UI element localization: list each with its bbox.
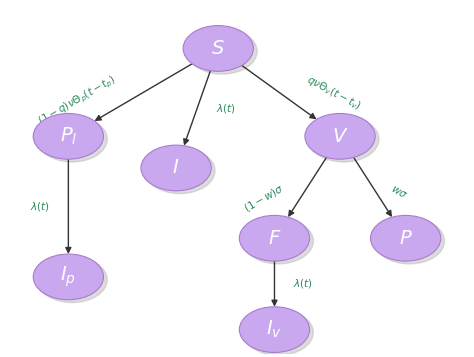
Text: $w\sigma$: $w\sigma$ (389, 183, 409, 200)
Ellipse shape (33, 114, 103, 159)
Ellipse shape (183, 26, 254, 71)
Ellipse shape (374, 218, 445, 264)
Ellipse shape (309, 116, 379, 162)
Ellipse shape (239, 307, 310, 352)
Text: $(1-q)\nu\Theta_p(t-t_p)$: $(1-q)\nu\Theta_p(t-t_p)$ (36, 72, 119, 129)
Ellipse shape (305, 114, 375, 159)
Ellipse shape (145, 148, 215, 193)
Text: $\lambda(t)$: $\lambda(t)$ (216, 102, 236, 115)
Text: $\lambda(t)$: $\lambda(t)$ (30, 200, 50, 213)
Text: $V$: $V$ (332, 127, 348, 146)
Text: $q\nu\Theta_v(t-t_v)$: $q\nu\Theta_v(t-t_v)$ (304, 72, 364, 112)
Text: $P$: $P$ (399, 229, 412, 248)
Ellipse shape (187, 29, 257, 74)
Ellipse shape (141, 145, 211, 191)
Ellipse shape (37, 257, 107, 303)
Text: $P_l$: $P_l$ (60, 126, 77, 147)
Ellipse shape (243, 218, 313, 264)
Text: $(1-w)\sigma$: $(1-w)\sigma$ (242, 182, 287, 215)
Text: $\lambda(t)$: $\lambda(t)$ (293, 277, 313, 291)
Ellipse shape (33, 254, 103, 300)
Ellipse shape (243, 310, 313, 355)
Text: $I$: $I$ (173, 159, 180, 177)
Ellipse shape (239, 215, 310, 261)
Ellipse shape (371, 215, 441, 261)
Ellipse shape (37, 116, 107, 162)
Text: $F$: $F$ (268, 229, 281, 248)
Text: $I_v$: $I_v$ (266, 319, 283, 340)
Text: $S$: $S$ (211, 39, 225, 58)
Text: $I_p$: $I_p$ (61, 265, 76, 289)
